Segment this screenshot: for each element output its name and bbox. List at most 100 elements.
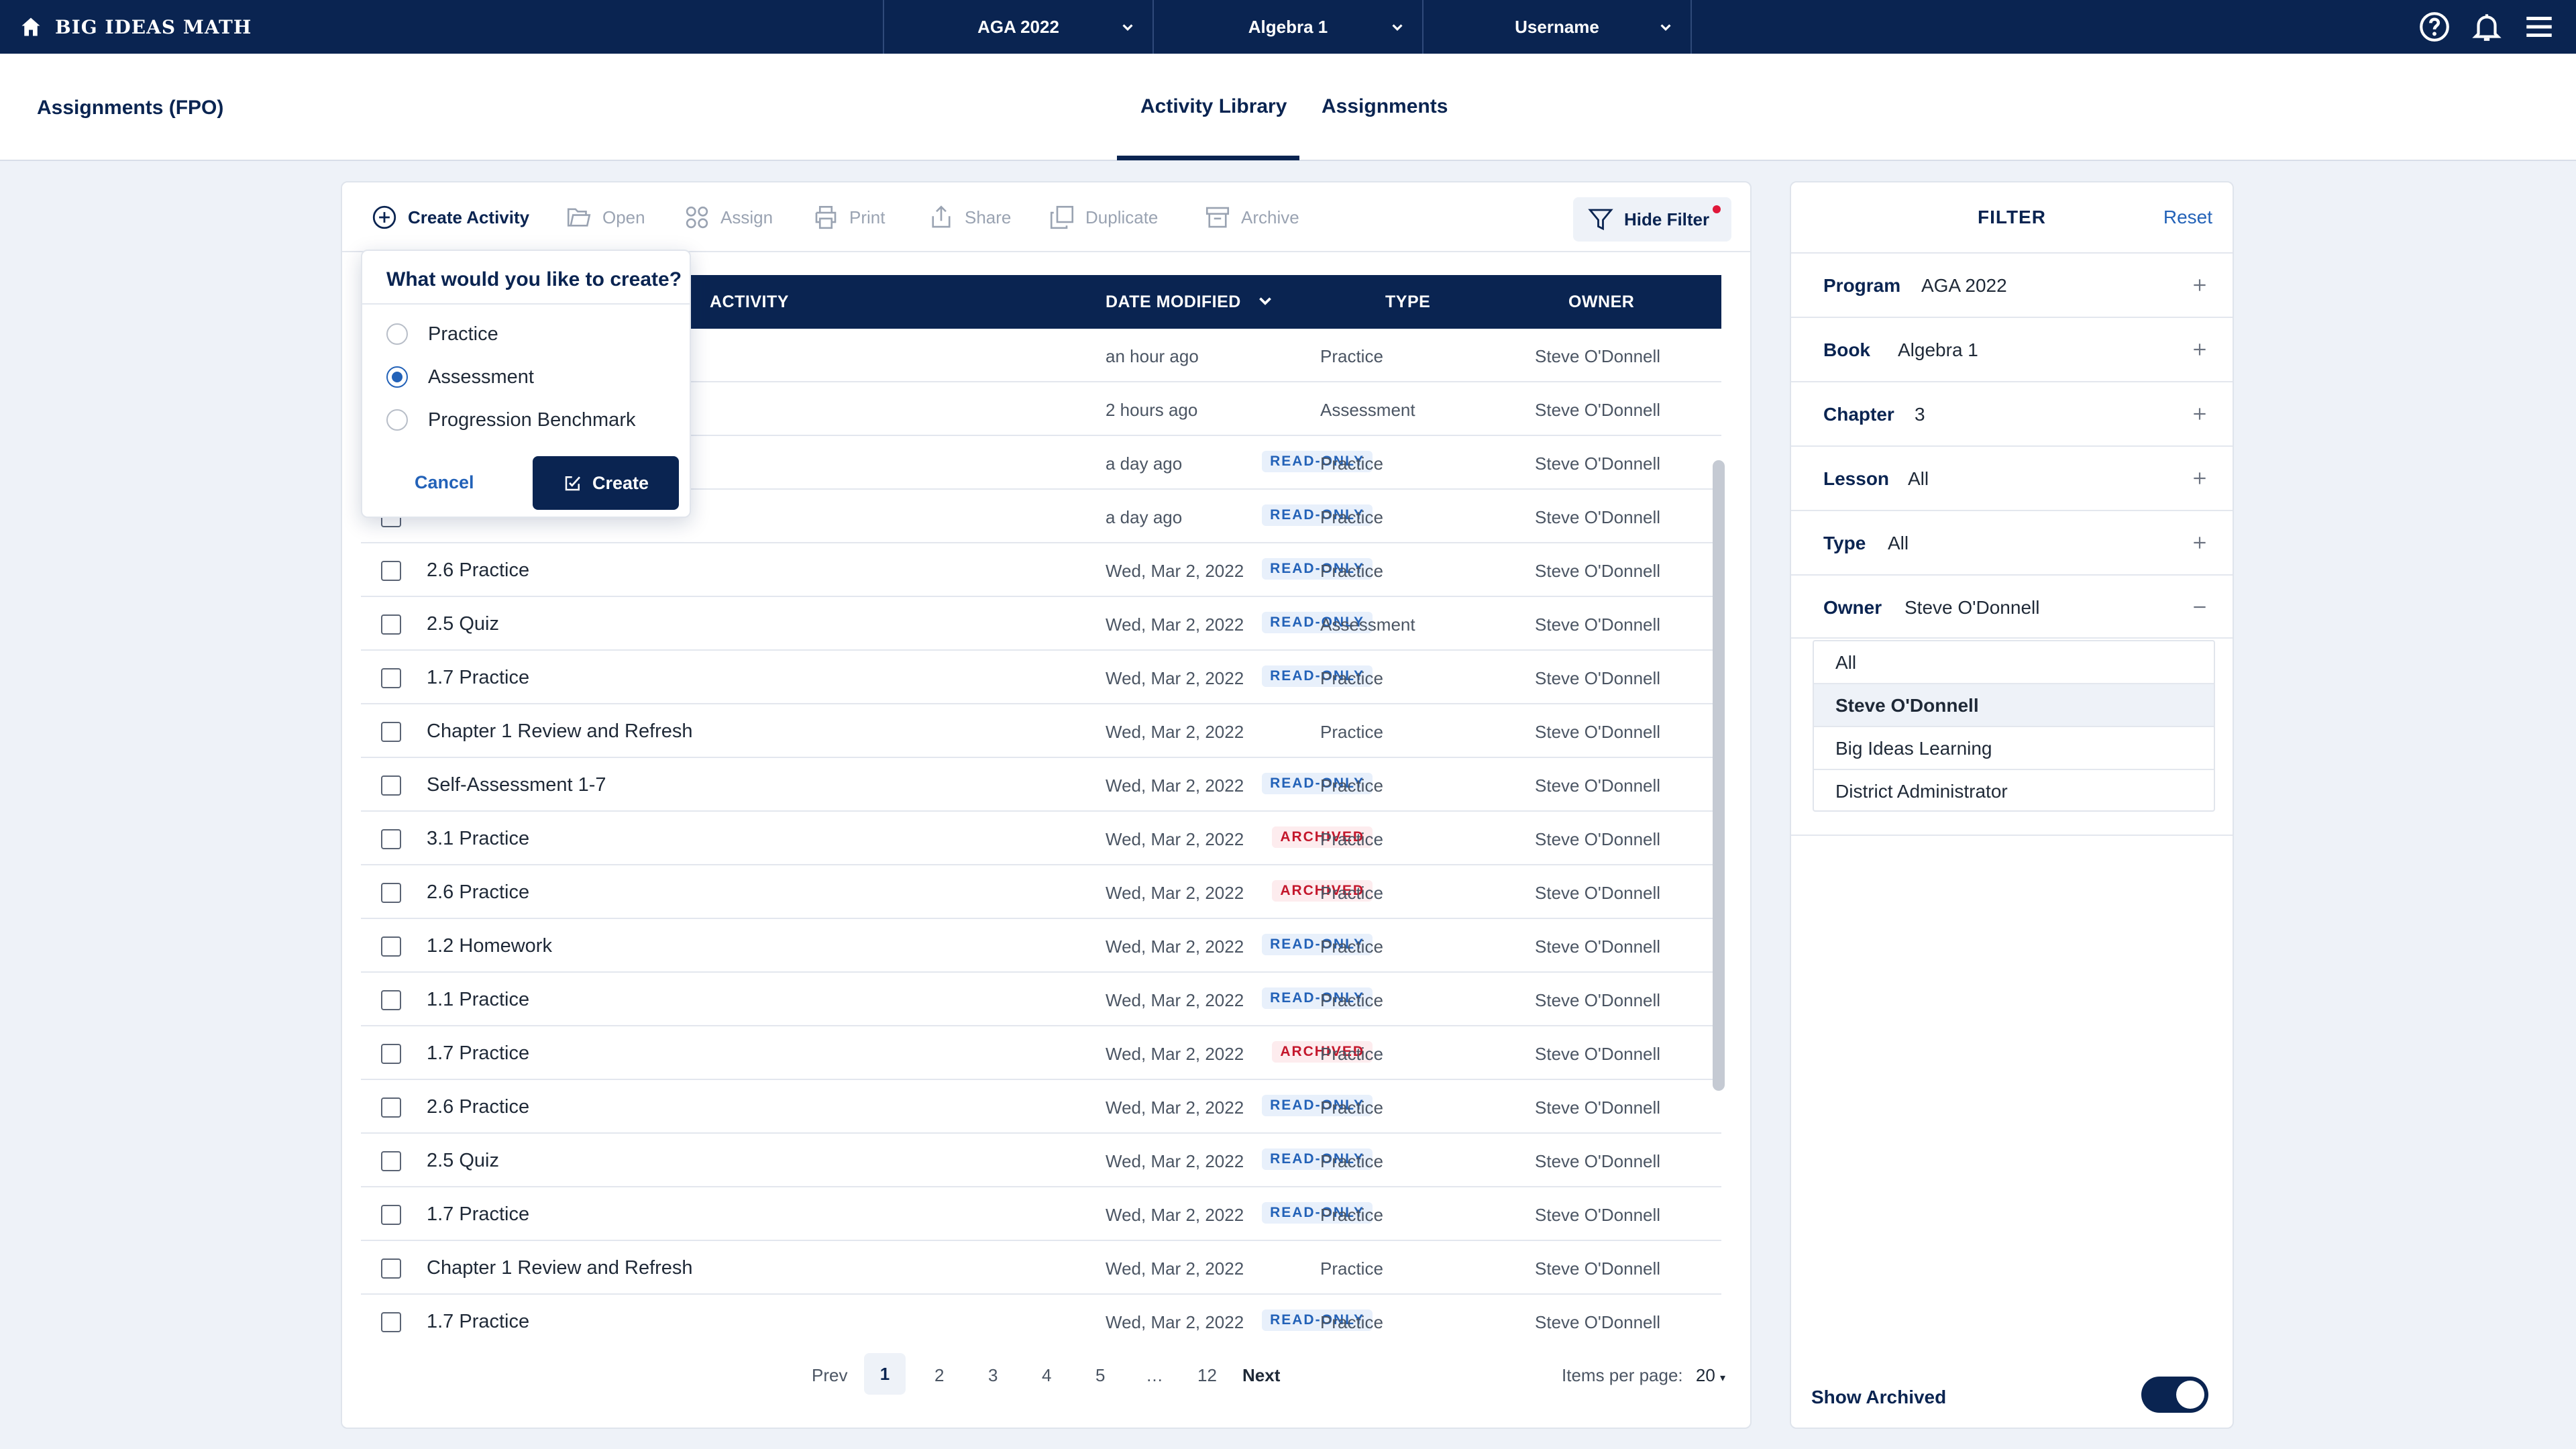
items-per-page-select[interactable]: 20 ▾ <box>1696 1365 1725 1385</box>
print-button[interactable]: Print <box>812 203 885 232</box>
show-archived-toggle[interactable] <box>2141 1377 2208 1413</box>
user-selector[interactable]: Username <box>1422 0 1692 54</box>
cancel-button[interactable]: Cancel <box>415 472 474 492</box>
filter-reset-button[interactable]: Reset <box>2163 207 2212 227</box>
page-button-current[interactable]: 1 <box>864 1353 906 1395</box>
option-practice[interactable]: Practice <box>386 321 498 347</box>
owner-option[interactable]: Steve O'Donnell <box>1814 684 2214 727</box>
row-checkbox[interactable] <box>381 883 401 903</box>
create-activity-button[interactable]: Create Activity <box>370 203 529 232</box>
plus-icon[interactable] <box>2191 534 2208 551</box>
duplicate-button[interactable]: Duplicate <box>1048 203 1158 232</box>
table-row[interactable]: Self-Assessment 1-7 READ-ONLY Wed, Mar 2, … <box>361 758 1721 812</box>
plus-icon[interactable] <box>2191 470 2208 487</box>
table-row[interactable]: 1.7 Practice READ-ONLY Wed, Mar 2, 2022 Pra… <box>361 1295 1721 1335</box>
bell-icon[interactable] <box>2470 10 2504 44</box>
next-page-button[interactable]: Next <box>1242 1365 1281 1385</box>
prev-page-button[interactable]: Prev <box>812 1365 848 1385</box>
filter-lesson[interactable]: Lesson All <box>1791 445 2233 510</box>
hide-filter-button[interactable]: Hide Filter <box>1573 197 1731 241</box>
plus-icon[interactable] <box>2191 405 2208 423</box>
minus-icon[interactable] <box>2191 598 2208 616</box>
activity-name[interactable]: 2.6 Practice <box>427 1096 530 1118</box>
row-checkbox[interactable] <box>381 1205 401 1225</box>
table-row[interactable]: 1.7 Practice READ-ONLY Wed, Mar 2, 2022 Pra… <box>361 1187 1721 1241</box>
row-checkbox[interactable] <box>381 990 401 1010</box>
activity-name[interactable]: 1.7 Practice <box>427 1042 530 1064</box>
table-row[interactable]: 2.6 Practice ARCHIVED Wed, Mar 2, 2022 Prac… <box>361 865 1721 919</box>
table-row[interactable]: Chapter 1 Review and Refresh Wed, Mar 2, … <box>361 704 1721 758</box>
option-assessment[interactable]: Assessment <box>386 364 534 390</box>
owner-option[interactable]: District Administrator <box>1835 781 2008 802</box>
table-row[interactable]: 2 hours ago Assessment Steve O'Donnell <box>361 382 1721 436</box>
table-scrollbar[interactable] <box>1713 460 1725 1091</box>
activity-name[interactable]: Chapter 1 Review and Refresh <box>427 720 693 742</box>
column-header-type[interactable]: TYPE <box>1385 292 1431 311</box>
row-checkbox[interactable] <box>381 1151 401 1171</box>
table-row[interactable]: 3.1 Practice ARCHIVED Wed, Mar 2, 2022 Prac… <box>361 812 1721 865</box>
table-row[interactable]: 2.6 Practice READ-ONLY Wed, Mar 2, 2022 Pra… <box>361 1080 1721 1134</box>
activity-name[interactable]: 2.5 Quiz <box>427 1150 499 1171</box>
create-button[interactable]: Create <box>533 456 679 510</box>
row-checkbox[interactable] <box>381 668 401 688</box>
row-checkbox[interactable] <box>381 1258 401 1279</box>
brand-logo[interactable]: BIG IDEAS MATH <box>19 0 252 54</box>
row-checkbox[interactable] <box>381 829 401 849</box>
assign-button[interactable]: Assign <box>683 203 773 232</box>
page-button[interactable]: 4 <box>1042 1365 1052 1385</box>
tab-activity-library[interactable]: Activity Library <box>1140 95 1287 117</box>
option-progression-benchmark[interactable]: Progression Benchmark <box>386 407 635 433</box>
filter-book[interactable]: Book Algebra 1 <box>1791 317 2233 381</box>
activity-name[interactable]: 2.6 Practice <box>427 559 530 581</box>
row-checkbox[interactable] <box>381 1044 401 1064</box>
share-button[interactable]: Share <box>927 203 1011 232</box>
page-button[interactable]: 2 <box>934 1365 945 1385</box>
archive-button[interactable]: Archive <box>1203 203 1299 232</box>
row-checkbox[interactable] <box>381 1097 401 1118</box>
table-row[interactable]: 1.7 Practice ARCHIVED Wed, Mar 2, 2022 Prac… <box>361 1026 1721 1080</box>
table-row[interactable]: 2.5 Quiz READ-ONLY Wed, Mar 2, 2022 Practic… <box>361 1134 1721 1187</box>
row-checkbox[interactable] <box>381 722 401 742</box>
activity-name[interactable]: 1.7 Practice <box>427 667 530 688</box>
row-checkbox[interactable] <box>381 936 401 957</box>
table-row[interactable]: 1.1 Practice READ-ONLY Wed, Mar 2, 2022 Pra… <box>361 973 1721 1026</box>
page-button[interactable]: 5 <box>1095 1365 1106 1385</box>
open-button[interactable]: Open <box>565 203 645 232</box>
table-row[interactable]: 1.2 Homework READ-ONLY Wed, Mar 2, 2022 Pra… <box>361 919 1721 973</box>
radio-assessment[interactable] <box>386 366 408 388</box>
radio-practice[interactable] <box>386 323 408 345</box>
activity-name[interactable]: Self-Assessment 1-7 <box>427 774 606 796</box>
filter-type[interactable]: Type All <box>1791 510 2233 574</box>
filter-program[interactable]: Program AGA 2022 <box>1791 252 2233 317</box>
activity-name[interactable]: Chapter 1 Review and Refresh <box>427 1257 693 1279</box>
page-button[interactable]: 12 <box>1197 1365 1217 1385</box>
activity-name[interactable]: 1.7 Practice <box>427 1203 530 1225</box>
activity-name[interactable]: 1.1 Practice <box>427 989 530 1010</box>
row-checkbox[interactable] <box>381 561 401 581</box>
table-row[interactable]: 2.6 Practice READ-ONLY Wed, Mar 2, 2022 Pra… <box>361 543 1721 597</box>
column-header-owner[interactable]: OWNER <box>1568 292 1635 311</box>
table-row[interactable]: 1.7 Practice READ-ONLY Wed, Mar 2, 2022 Pra… <box>361 651 1721 704</box>
row-checkbox[interactable] <box>381 614 401 635</box>
menu-icon[interactable] <box>2522 10 2556 44</box>
plus-icon[interactable] <box>2191 276 2208 294</box>
page-button[interactable]: 3 <box>988 1365 998 1385</box>
column-header-date-modified[interactable]: DATE MODIFIED <box>1106 292 1241 311</box>
owner-option[interactable]: All <box>1814 641 2214 684</box>
filter-owner[interactable]: Owner Steve O'Donnell <box>1791 574 2233 639</box>
book-selector[interactable]: Algebra 1 <box>1152 0 1422 54</box>
activity-name[interactable]: 2.6 Practice <box>427 881 530 903</box>
activity-name[interactable]: 2.5 Quiz <box>427 613 499 635</box>
activity-name[interactable]: 3.1 Practice <box>427 828 530 849</box>
activity-name[interactable]: 1.2 Homework <box>427 935 552 957</box>
tab-assignments[interactable]: Assignments <box>1322 95 1448 117</box>
help-icon[interactable] <box>2418 10 2451 44</box>
row-checkbox[interactable] <box>381 1312 401 1332</box>
radio-progression-benchmark[interactable] <box>386 409 408 431</box>
row-checkbox[interactable] <box>381 775 401 796</box>
activity-name[interactable]: 1.7 Practice <box>427 1311 530 1332</box>
filter-chapter[interactable]: Chapter 3 <box>1791 381 2233 445</box>
plus-icon[interactable] <box>2191 341 2208 358</box>
table-row[interactable]: Chapter 1 Review and Refresh Wed, Mar 2, … <box>361 1241 1721 1295</box>
table-row[interactable]: 2.5 Quiz READ-ONLY Wed, Mar 2, 2022 Assessm… <box>361 597 1721 651</box>
